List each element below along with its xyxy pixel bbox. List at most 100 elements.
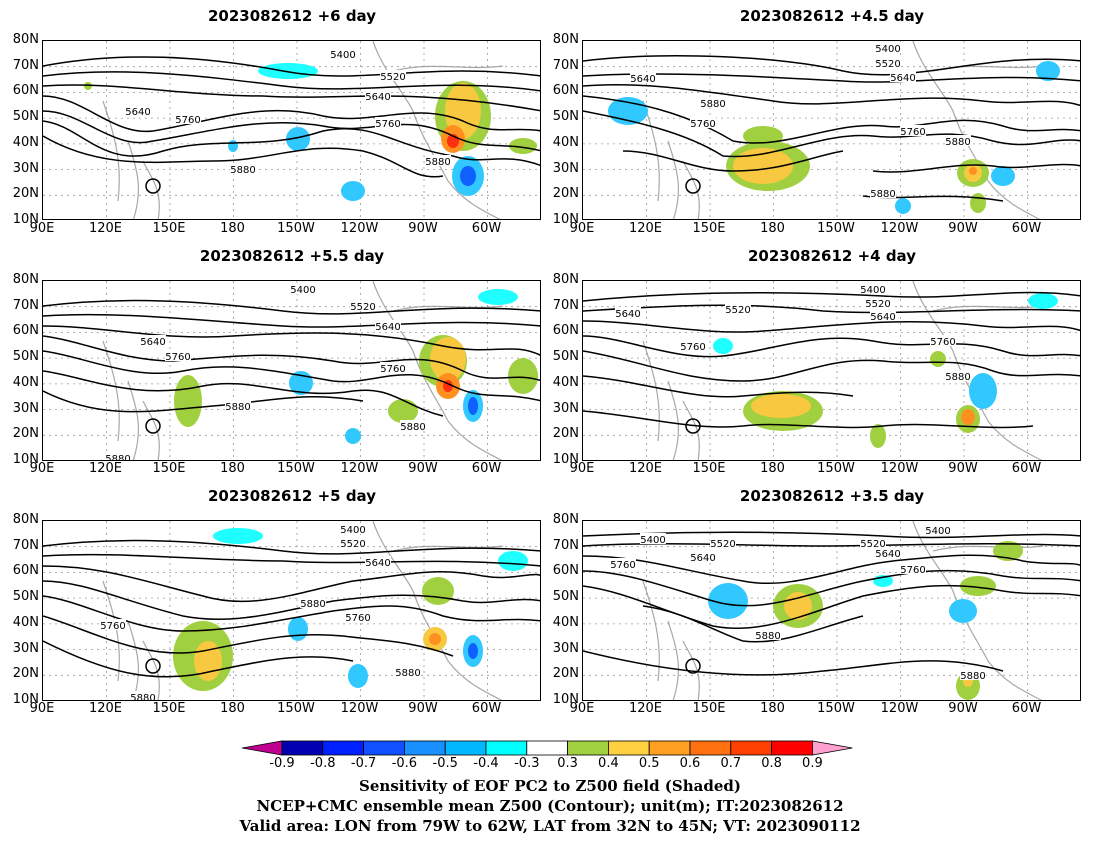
sensitivity-shading bbox=[388, 399, 418, 423]
colorbar-tick-label: -0.8 bbox=[310, 756, 336, 771]
contour-label: 5640 bbox=[140, 337, 165, 348]
map-panel-3: 5400 5520 5640 5640 5760 5760 5880 5880 5880 bbox=[42, 280, 541, 461]
map-panel-2: 5400 5520 5640 5640 5760 5760 5880 5880 5880 bbox=[582, 40, 1081, 220]
lat-label: 10N bbox=[12, 452, 39, 467]
contour-label-bg bbox=[930, 335, 956, 346]
lon-label: 120E bbox=[88, 701, 123, 716]
contour-label-bg bbox=[380, 362, 406, 373]
lat-label: 10N bbox=[552, 452, 579, 467]
z500-contour bbox=[583, 350, 1080, 382]
lat-label: 50N bbox=[552, 349, 579, 365]
z500-contour bbox=[685, 418, 701, 434]
contour-label-bg bbox=[375, 320, 401, 331]
z500-contour bbox=[43, 640, 354, 678]
lon-label: 60W bbox=[471, 221, 502, 236]
contour-label: 5760 bbox=[175, 115, 200, 126]
z500-contour bbox=[583, 291, 1080, 302]
sensitivity-shading bbox=[509, 138, 537, 154]
z500-contour bbox=[43, 120, 540, 167]
lon-label: 150W bbox=[277, 701, 315, 716]
lon-label: 150W bbox=[277, 461, 315, 476]
lon-label: 150W bbox=[817, 221, 855, 236]
contour-label: 5880 bbox=[105, 454, 130, 461]
sensitivity-shading bbox=[751, 394, 811, 418]
colorbar-tick-label: -0.5 bbox=[432, 756, 458, 771]
lat-label: 30N bbox=[12, 160, 39, 176]
z500-contour bbox=[43, 56, 540, 77]
lon-label: 120W bbox=[340, 701, 379, 716]
lon-label: 90E bbox=[29, 461, 55, 476]
colorbar-segment bbox=[363, 740, 405, 756]
caption-line-2: NCEP+CMC ensemble mean Z500 (Contour); u… bbox=[256, 797, 844, 815]
contour-label-bg bbox=[640, 533, 666, 544]
contour-label-bg bbox=[395, 666, 421, 677]
contour-label-bg bbox=[945, 370, 971, 381]
lon-label: 90W bbox=[948, 701, 978, 716]
z500-contour bbox=[583, 73, 1080, 83]
lon-label: 150W bbox=[277, 221, 315, 236]
contour-label-bg bbox=[700, 97, 726, 108]
sensitivity-shading bbox=[1028, 293, 1058, 309]
lon-label: 120E bbox=[628, 701, 663, 716]
colorbar-tick-label: 0.8 bbox=[761, 756, 782, 771]
z500-contour bbox=[583, 650, 1004, 676]
contour-label-bg bbox=[610, 558, 636, 569]
lon-label: 120W bbox=[880, 221, 919, 236]
contour-label: 5760 bbox=[375, 119, 400, 130]
z500-contour bbox=[43, 553, 540, 567]
z500-contour bbox=[43, 95, 540, 133]
sensitivity-shading bbox=[228, 140, 238, 152]
z500-contour bbox=[43, 615, 454, 657]
lat-label: 70N bbox=[12, 57, 39, 73]
contour-label-bg bbox=[690, 117, 716, 128]
lon-label: 180 bbox=[760, 701, 785, 716]
z500-contour bbox=[583, 83, 1080, 107]
sensitivity-shading bbox=[345, 428, 361, 444]
z500-contour bbox=[145, 418, 161, 434]
contour-label: 5640 bbox=[690, 553, 715, 564]
z500-contour bbox=[583, 95, 1080, 144]
lat-label: 80N bbox=[552, 272, 579, 287]
contour-label-bg bbox=[365, 556, 391, 567]
lat-label: 70N bbox=[12, 537, 39, 553]
z500-contour bbox=[43, 390, 364, 413]
lon-label: 90E bbox=[569, 461, 595, 476]
lat-label: 20N bbox=[12, 426, 39, 442]
contour-label-bg bbox=[105, 452, 131, 460]
contour-label: 5880 bbox=[755, 631, 780, 642]
sensitivity-shading bbox=[84, 82, 92, 90]
lon-label: 150W bbox=[817, 461, 855, 476]
contour-label-bg bbox=[100, 619, 126, 630]
z500-contour bbox=[43, 110, 540, 152]
contour-label: 5640 bbox=[890, 73, 915, 84]
colorbar-tick-label: -0.9 bbox=[269, 756, 295, 771]
lat-label: 30N bbox=[552, 160, 579, 176]
sensitivity-shading bbox=[508, 358, 538, 394]
colorbar-segment bbox=[526, 740, 568, 756]
contour-label-bg bbox=[870, 310, 896, 321]
contour-label-bg bbox=[875, 57, 901, 68]
contour-label: 5520 bbox=[875, 59, 900, 70]
lon-label: 120W bbox=[340, 461, 379, 476]
z500-contour bbox=[642, 605, 864, 643]
lon-label: 120W bbox=[880, 461, 919, 476]
lat-label: 60N bbox=[552, 83, 579, 99]
lon-label: 180 bbox=[220, 701, 245, 716]
panel-title-4: 2023082612 +4 day bbox=[748, 247, 916, 265]
lat-label: 40N bbox=[552, 374, 579, 390]
contour-label: 5760 bbox=[690, 119, 715, 130]
contour-label: 5640 bbox=[870, 312, 895, 323]
contour-label: 5880 bbox=[945, 372, 970, 383]
lat-label: 50N bbox=[552, 109, 579, 125]
contour-label-bg bbox=[870, 187, 896, 198]
contour-label: 5640 bbox=[875, 549, 900, 560]
contour-label-bg bbox=[345, 611, 371, 622]
colorbar-segment bbox=[403, 740, 446, 756]
lat-label: 60N bbox=[552, 323, 579, 339]
sensitivity-shading bbox=[784, 592, 812, 620]
z500-contour bbox=[145, 658, 161, 674]
lat-label: 60N bbox=[12, 323, 39, 339]
contour-label: 5760 bbox=[345, 613, 370, 624]
sensitivity-shading bbox=[969, 167, 977, 175]
sensitivity-shading bbox=[213, 528, 263, 544]
